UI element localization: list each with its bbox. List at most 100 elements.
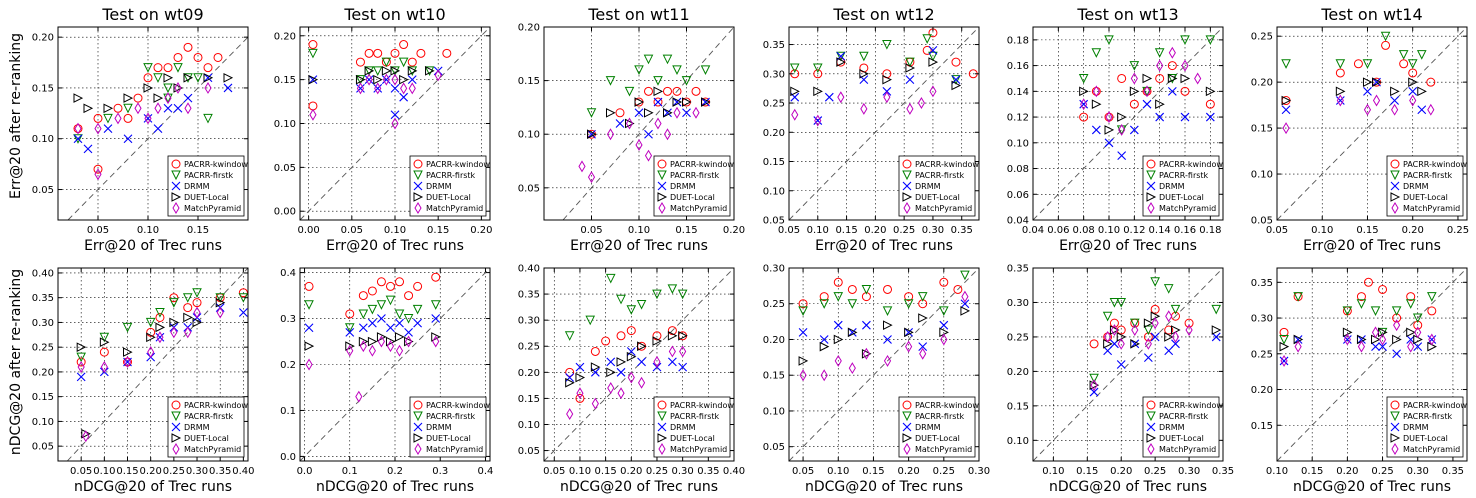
chart-9-drmm-point-0 xyxy=(565,373,575,382)
chart-10-legend-label-pacrr-firstk: PACRR-firstk xyxy=(915,412,965,421)
chart-10-matchpyramid-point-4 xyxy=(862,347,870,360)
chart-9-matchpyramid-point-6 xyxy=(637,376,646,389)
chart-7-matchpyramid-point-8 xyxy=(216,306,224,319)
chart-7-pacrr-firstk-point-3 xyxy=(145,317,156,328)
chart-8-pacrr-kwindow-point-2 xyxy=(358,291,368,301)
chart-11-legend: PACRR-kwindow PACRR-firstk DRMM DUET-Local M… xyxy=(1142,396,1223,458)
chart-3-legend: PACRR-kwindow PACRR-firstk DRMM DUET-Local M… xyxy=(653,155,734,217)
chart-11-drmm-point-3 xyxy=(1116,360,1126,369)
chart-10-duet-local-point-9 xyxy=(960,306,971,316)
chart-12-pacrr-kwindow-point-9 xyxy=(1427,306,1437,316)
chart-5-ytick-label-0: 0.04 xyxy=(1007,216,1029,227)
chart-6-duet-local-point-1 xyxy=(1335,86,1346,97)
chart-12-drmm-point-2 xyxy=(1342,335,1352,344)
chart-11-legend-box xyxy=(1142,396,1220,458)
chart-7-duet-local-point-7 xyxy=(192,317,203,328)
chart-9-pacrr-kwindow-point-2 xyxy=(590,346,600,356)
chart-2-duet-local-point-7 xyxy=(407,66,418,76)
chart-7-ytick-label-1: 0.10 xyxy=(32,417,54,428)
chart-4-legend-marker-pacrr-firstk xyxy=(902,170,912,181)
chart-1-pacrr-kwindow-point-11 xyxy=(213,52,223,62)
chart-1-matchpyramid-point-2 xyxy=(114,112,122,125)
chart-6-duet-local-point-0 xyxy=(1281,95,1292,106)
chart-10-pacrr-kwindow-point-0 xyxy=(798,299,808,309)
chart-1-matchpyramid-point-5 xyxy=(154,102,162,115)
chart-9-pacrr-kwindow-point-1 xyxy=(575,393,585,403)
chart-9-legend-label-drmm: DRMM xyxy=(670,423,696,432)
chart-9-pacrr-kwindow-point-5 xyxy=(626,326,636,336)
chart-8-pacrr-firstk-point-6 xyxy=(394,309,405,320)
chart-10-legend-label-pacrr-kwindow: PACRR-kwindow xyxy=(915,401,979,410)
chart-7-xtick-label-2: 0.15 xyxy=(116,466,138,477)
chart-4-drmm-point-7 xyxy=(928,46,938,55)
chart-4-drmm-point-6 xyxy=(905,75,915,85)
chart-11-matchpyramid-point-8 xyxy=(1171,330,1180,343)
chart-7-pacrr-firstk-point-7 xyxy=(192,288,202,298)
chart-11-pacrr-firstk-point-7 xyxy=(1163,284,1174,294)
chart-12-matchpyramid-point-0 xyxy=(1280,354,1288,367)
chart-2-matchpyramid-point-2 xyxy=(365,73,373,86)
chart-12-legend-label-pacrr-firstk: PACRR-firstk xyxy=(1403,412,1453,421)
chart-8-xtick-label-4: 0.4 xyxy=(478,466,494,477)
chart-8-duet-local-point-5 xyxy=(385,336,396,347)
chart-7-pacrr-kwindow-point-3 xyxy=(146,327,156,337)
chart-11-matchpyramid-point-1 xyxy=(1104,330,1112,343)
chart-2-drmm-point-3 xyxy=(373,84,383,93)
chart-8-matchpyramid-point-6 xyxy=(386,340,395,353)
chart-5-duet-local-point-0 xyxy=(1079,86,1089,97)
chart-12-matchpyramid-point-8 xyxy=(1414,326,1422,339)
chart-7-xtick-label-3: 0.20 xyxy=(140,466,162,477)
chart-6-legend-label-matchpyramid: MatchPyramid xyxy=(1403,204,1460,213)
chart-7-legend-marker-matchpyramid xyxy=(172,443,180,455)
chart-11-matchpyramid-point-9 xyxy=(1185,324,1193,337)
chart-1-duet-local-point-9 xyxy=(203,72,214,83)
chart-2-pacrr-kwindow-point-2 xyxy=(364,48,374,58)
chart-8-legend-box xyxy=(409,396,487,458)
chart-5-drmm-point-9 xyxy=(1205,112,1215,122)
chart-4-xtick-label-0: 0.05 xyxy=(778,225,800,236)
chart-12-pacrr-firstk-point-6 xyxy=(1391,306,1402,317)
chart-11-matchpyramid-point-3 xyxy=(1117,337,1125,350)
chart-10-drmm-point-6 xyxy=(904,327,914,337)
chart-6-pacrr-firstk-point-1 xyxy=(1335,59,1346,69)
chart-5-legend-marker-drmm xyxy=(1146,181,1156,191)
chart-6-legend-label-drmm: DRMM xyxy=(1403,182,1429,191)
chart-10-matchpyramid-point-8 xyxy=(940,333,948,346)
chart-11-xtick-label-3: 0.25 xyxy=(1144,466,1166,477)
chart-7-pacrr-firstk-point-0 xyxy=(76,352,86,363)
chart-12-pacrr-firstk-point-5 xyxy=(1377,327,1388,338)
chart-11-pacrr-firstk-point-5 xyxy=(1143,325,1154,336)
chart-5-matchpyramid-point-7 xyxy=(1168,46,1176,59)
chart-6-drmm-point-5 xyxy=(1408,86,1418,96)
chart-1-legend-marker-drmm xyxy=(171,181,181,191)
chart-10-duet-local-point-5 xyxy=(883,320,893,330)
chart-8-legend-marker-drmm xyxy=(413,422,423,432)
chart-7-duet-local-point-1 xyxy=(99,337,110,348)
chart-10-duet-local-point-4 xyxy=(861,348,872,359)
chart-4-legend-label-drmm: DRMM xyxy=(915,182,941,191)
chart-12-drmm-point-4 xyxy=(1371,342,1380,352)
chart-9-duet-local-point-6 xyxy=(637,341,647,352)
chart-6-drmm-point-4 xyxy=(1390,96,1400,105)
chart-6-matchpyramid-point-1 xyxy=(1336,94,1344,107)
chart-9-drmm-point-4 xyxy=(616,367,626,377)
chart-4-pacrr-firstk-point-1 xyxy=(812,63,823,74)
chart-3-drmm-point-8 xyxy=(701,97,710,107)
chart-9-panel: 0.05 0.10 0.15 0.20 0.25 0.30 0.35 0.400.050.10… xyxy=(518,264,745,496)
chart-6-legend-marker-matchpyramid xyxy=(1391,202,1399,214)
chart-10-pacrr-firstk-point-3 xyxy=(847,299,858,309)
chart-12-xtick-label-0: 0.10 xyxy=(1266,466,1288,477)
chart-8-matchpyramid-point-4 xyxy=(368,344,376,357)
chart-8-diagonal xyxy=(300,268,490,461)
chart-6-matchpyramid-point-2 xyxy=(1363,103,1372,116)
chart-3-matchpyramid-point-8 xyxy=(673,106,681,119)
chart-11-duet-local-point-9 xyxy=(1211,325,1222,335)
chart-2-xtick-label-0: 0.00 xyxy=(298,225,320,236)
chart-5-xtick-label-4: 0.12 xyxy=(1123,225,1145,236)
chart-5-pacrr-kwindow-point-4 xyxy=(1129,99,1139,109)
chart-8-ytick-label-3: 0.3 xyxy=(280,314,296,325)
chart-7-duet-local-point-0 xyxy=(76,342,87,352)
chart-2-drmm-point-9 xyxy=(390,110,400,120)
chart-6-legend-marker-pacrr-kwindow xyxy=(1390,159,1400,169)
chart-1-legend-label-matchpyramid: MatchPyramid xyxy=(184,204,241,213)
